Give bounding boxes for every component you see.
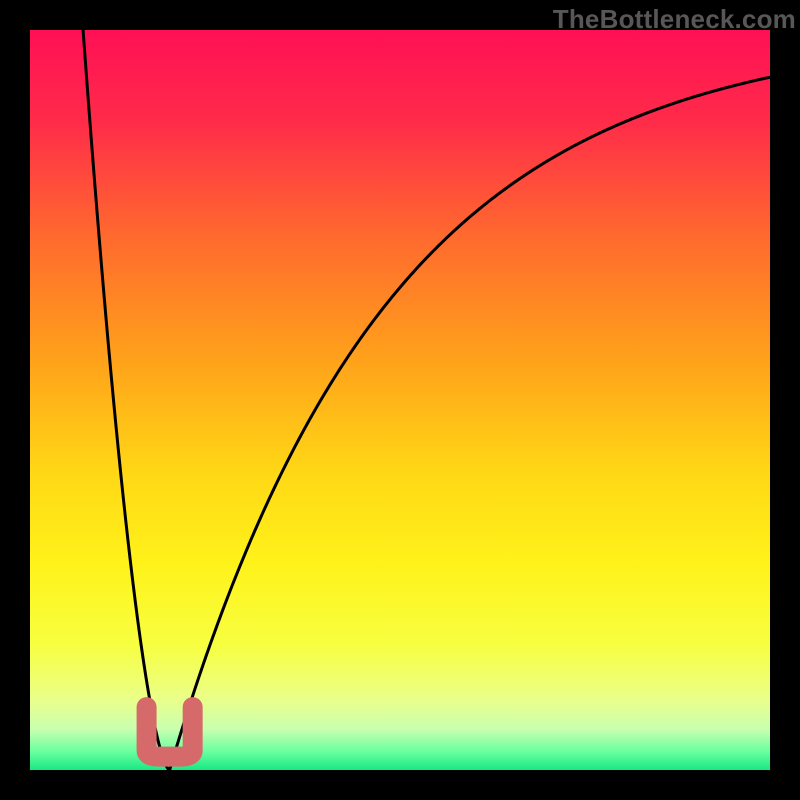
bottleneck-curve-chart	[0, 0, 800, 800]
chart-stage: TheBottleneck.com	[0, 0, 800, 800]
plot-background	[30, 30, 770, 770]
watermark-source-label: TheBottleneck.com	[553, 4, 796, 35]
